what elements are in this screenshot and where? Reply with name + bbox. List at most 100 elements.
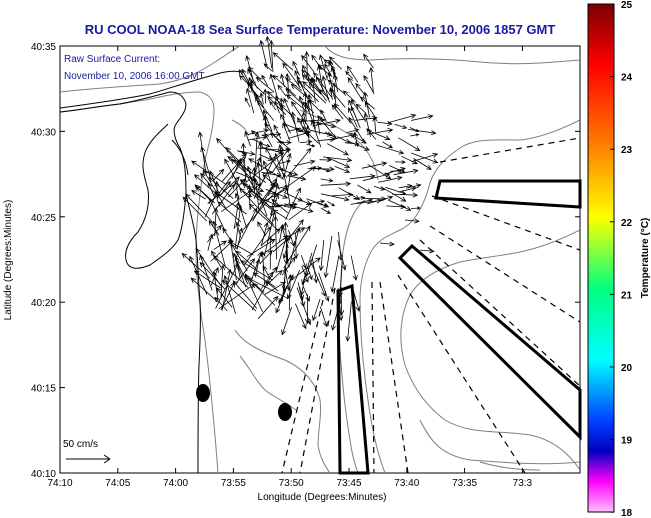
current-vector [247, 66, 261, 80]
current-vector [310, 77, 321, 91]
x-axis-ticks: 74:10 74:05 74:00 73:55 73:50 73:45 73:40 73:35… [47, 46, 533, 489]
current-vector [261, 221, 269, 246]
current-vector [338, 187, 361, 200]
current-vector [408, 129, 437, 136]
colorbar-tick-label: 18 [621, 508, 633, 518]
current-vector [195, 247, 223, 288]
station-marker [278, 403, 292, 421]
current-vector [256, 161, 262, 184]
current-vector [296, 287, 312, 326]
current-vector [262, 109, 273, 132]
current-vector [261, 171, 282, 178]
current-vector [239, 150, 256, 156]
current-vector [223, 274, 236, 314]
current-vector [232, 252, 247, 288]
x-tick-label: 73:50 [279, 478, 304, 489]
current-vector [288, 257, 321, 283]
current-vector [321, 75, 329, 101]
current-vector [312, 298, 321, 322]
current-vector [333, 103, 352, 124]
current-vector [212, 168, 225, 182]
colorbar [587, 3, 615, 513]
current-vector [277, 84, 287, 97]
current-vector [324, 131, 338, 139]
current-vector [308, 99, 323, 114]
current-vector [305, 102, 317, 129]
current-vector [235, 221, 242, 238]
x-tick-label: 73:45 [336, 478, 361, 489]
current-vector [301, 68, 314, 89]
radar-footprint-boxes [336, 179, 582, 475]
coastline [60, 70, 241, 473]
current-vector [317, 136, 336, 142]
current-vector [395, 160, 406, 164]
current-vector [194, 184, 211, 201]
current-vector [282, 62, 301, 89]
current-vector [391, 192, 419, 198]
current-vector [328, 56, 342, 70]
current-vector [278, 144, 285, 171]
current-vector [242, 182, 279, 214]
current-vector [273, 124, 282, 139]
current-vector [357, 184, 372, 194]
y-tick-label: 40:35 [31, 42, 56, 53]
current-vector [267, 90, 284, 107]
current-vector [345, 70, 354, 80]
current-vector [278, 284, 289, 305]
current-vector [302, 64, 311, 81]
current-vector [363, 74, 375, 95]
current-vector [348, 99, 361, 129]
current-vector [411, 152, 439, 162]
current-vector [224, 158, 241, 189]
current-vector [326, 156, 351, 168]
current-vector [239, 187, 274, 225]
colorbar-tick-label: 19 [621, 436, 633, 447]
current-vector [247, 190, 272, 210]
colorbar-label: Temperature (°C) [640, 218, 651, 299]
x-tick-label: 74:00 [163, 478, 188, 489]
current-vector [312, 118, 341, 127]
current-vector [254, 131, 260, 176]
current-vector [305, 71, 311, 89]
current-vector [320, 109, 327, 122]
current-vector [315, 75, 331, 103]
current-vector [221, 268, 232, 311]
current-vector [238, 69, 257, 97]
radar-coverage-lines [281, 137, 581, 474]
current-vector [376, 144, 405, 155]
current-vector [247, 128, 270, 135]
current-vector [232, 280, 258, 309]
current-vector [347, 77, 364, 102]
current-vector [285, 94, 308, 113]
y-tick-label: 40:20 [31, 298, 56, 309]
current-vector [334, 166, 351, 173]
current-vector [327, 201, 336, 207]
current-vector [303, 286, 310, 302]
current-vector [274, 152, 284, 175]
current-vector [319, 306, 328, 328]
current-vector [292, 60, 300, 76]
current-vector [355, 82, 366, 96]
current-vector [269, 73, 279, 100]
x-tick-label: 73:3 [513, 478, 533, 489]
current-vector [348, 140, 370, 151]
current-vector [327, 71, 336, 100]
current-vector [301, 252, 313, 286]
current-vector [355, 115, 378, 121]
current-vector [259, 92, 264, 105]
current-vector [320, 181, 352, 187]
current-vector [346, 65, 359, 83]
current-vector [247, 277, 288, 299]
current-vector [238, 74, 252, 88]
y-axis-label: Latitude (Degrees:Minutes) [3, 200, 14, 321]
x-tick-label: 74:10 [47, 478, 72, 489]
current-vector [324, 63, 332, 76]
colorbar-tick-label: 20 [621, 363, 633, 374]
current-vector [193, 174, 218, 195]
current-vector [275, 166, 317, 196]
current-vector [320, 178, 334, 183]
current-vector [322, 156, 353, 163]
colorbar-ticks: 25 24 23 22 21 20 19 18 [610, 0, 633, 518]
current-vector [331, 295, 342, 331]
current-vector [419, 248, 435, 254]
